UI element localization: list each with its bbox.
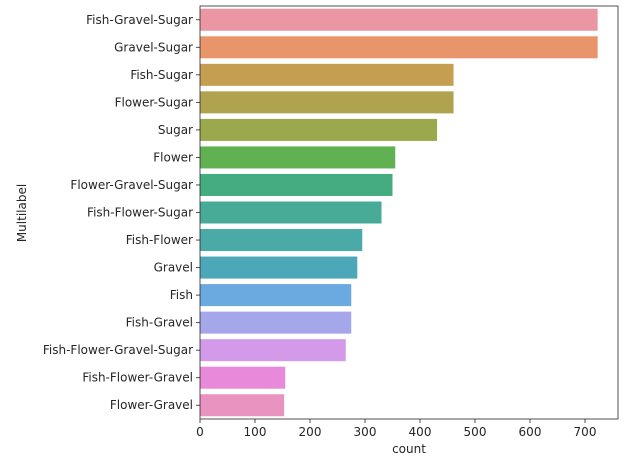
x-tick-label: 700 <box>574 425 597 439</box>
y-tick-label: Flower <box>153 150 193 164</box>
bar-fish-gravel <box>200 311 352 334</box>
bar-sugar <box>200 118 438 141</box>
x-tick-label: 200 <box>299 425 322 439</box>
y-axis-label: Multilabel <box>15 184 29 242</box>
y-tick-label: Fish-Flower <box>126 233 193 247</box>
y-tick-label: Fish-Gravel <box>126 316 193 330</box>
y-tick-label: Flower-Sugar <box>115 95 193 109</box>
x-tick-label: 300 <box>354 425 377 439</box>
y-tick-label: Gravel-Sugar <box>114 40 193 54</box>
y-tick-label: Flower-Gravel <box>110 398 193 412</box>
bar-fish <box>200 284 352 307</box>
bar-fish-flower <box>200 229 363 252</box>
x-tick-label: 600 <box>519 425 542 439</box>
x-tick-label: 400 <box>409 425 432 439</box>
bar-flower-gravel-sugar <box>200 173 393 196</box>
bar-fish-sugar <box>200 63 454 86</box>
y-tick-label: Gravel <box>154 261 193 275</box>
bar-fish-gravel-sugar <box>200 8 598 31</box>
bar-fish-flower-gravel-sugar <box>200 339 346 362</box>
y-tick-label: Fish <box>170 288 193 302</box>
x-ticks: 0 100 200 300 400 500 600 700 <box>196 419 596 439</box>
bar-gravel-sugar <box>200 36 598 59</box>
y-tick-label: Fish-Sugar <box>130 68 193 82</box>
plot-frame <box>199 5 619 420</box>
y-tick-label: Fish-Flower-Gravel <box>82 371 193 385</box>
y-tick-label: Fish-Flower-Gravel-Sugar <box>43 343 193 357</box>
y-tick-label: Flower-Gravel-Sugar <box>70 178 193 192</box>
x-tick-label: 0 <box>196 425 204 439</box>
x-axis-label: count <box>392 442 426 456</box>
bar-fish-flower-gravel <box>200 366 286 389</box>
bar-flower-gravel <box>200 394 285 417</box>
bar-flower <box>200 146 396 169</box>
y-tick-labels: Fish-Gravel-Sugar Gravel-Sugar Fish-Sugar F… <box>43 13 200 412</box>
bar-gravel <box>200 256 358 279</box>
bar-fish-flower-sugar <box>200 201 382 224</box>
y-tick-label: Fish-Gravel-Sugar <box>86 13 193 27</box>
x-tick-label: 100 <box>244 425 267 439</box>
y-tick-label: Fish-Flower-Sugar <box>87 206 193 220</box>
y-tick-label: Sugar <box>158 123 193 137</box>
bar-flower-sugar <box>200 91 454 114</box>
bars-group <box>200 8 598 417</box>
x-tick-label: 500 <box>464 425 487 439</box>
